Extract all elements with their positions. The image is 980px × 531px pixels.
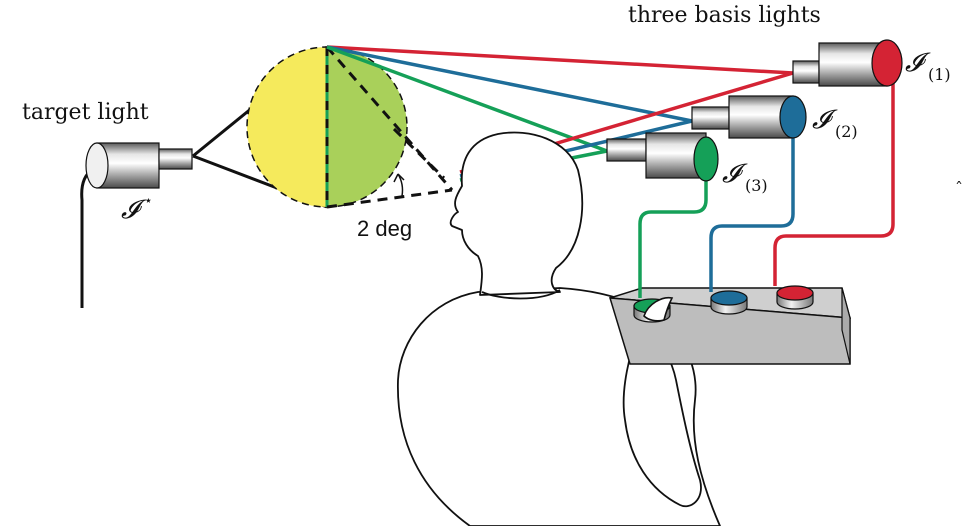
stray-mark: ˆ	[955, 179, 963, 198]
basis-lamp-1-icon	[792, 39, 903, 87]
target-label: 𝓘 ⋆	[121, 193, 153, 225]
basis-2-sub: (2)	[835, 122, 858, 141]
angle-arrow-icon	[393, 173, 405, 183]
knob-red[interactable]	[776, 285, 814, 310]
basis-ray-3-top	[326, 45, 608, 153]
knob-blue[interactable]	[710, 290, 748, 315]
basis-lamp-3-icon	[606, 132, 719, 182]
observer-collar	[481, 289, 561, 300]
green-cable	[638, 165, 708, 298]
basis-lamp-2-icon	[691, 95, 807, 139]
basis-ray-2-top	[326, 45, 693, 123]
basis-label-1: 𝓘 (1)	[905, 48, 951, 84]
target-lamp-icon	[85, 142, 193, 189]
basis-lights-title: three basis lights	[628, 3, 821, 28]
target-light-title: target light	[22, 100, 149, 125]
visual-angle-lines	[325, 46, 454, 209]
target-cable	[80, 168, 93, 308]
control-cables	[638, 75, 895, 298]
observer-fingers	[643, 296, 674, 322]
target-sup: ⋆	[144, 193, 153, 209]
angle-label: 2 deg	[357, 216, 412, 241]
basis-ray-1-top	[326, 45, 794, 75]
blue-cable	[709, 130, 795, 292]
basis-3-sub: (3)	[745, 176, 768, 195]
bipartite-field	[246, 46, 408, 208]
red-cable	[773, 75, 895, 286]
basis-label-3: 𝓘 (3)	[722, 159, 768, 195]
basis-1-sub: (1)	[928, 65, 951, 84]
target-half-field	[247, 47, 327, 207]
match-half-field	[327, 47, 407, 207]
observer-arm	[622, 325, 702, 508]
observer-head	[449, 131, 584, 296]
basis-label-2: 𝓘 (2)	[812, 105, 858, 141]
